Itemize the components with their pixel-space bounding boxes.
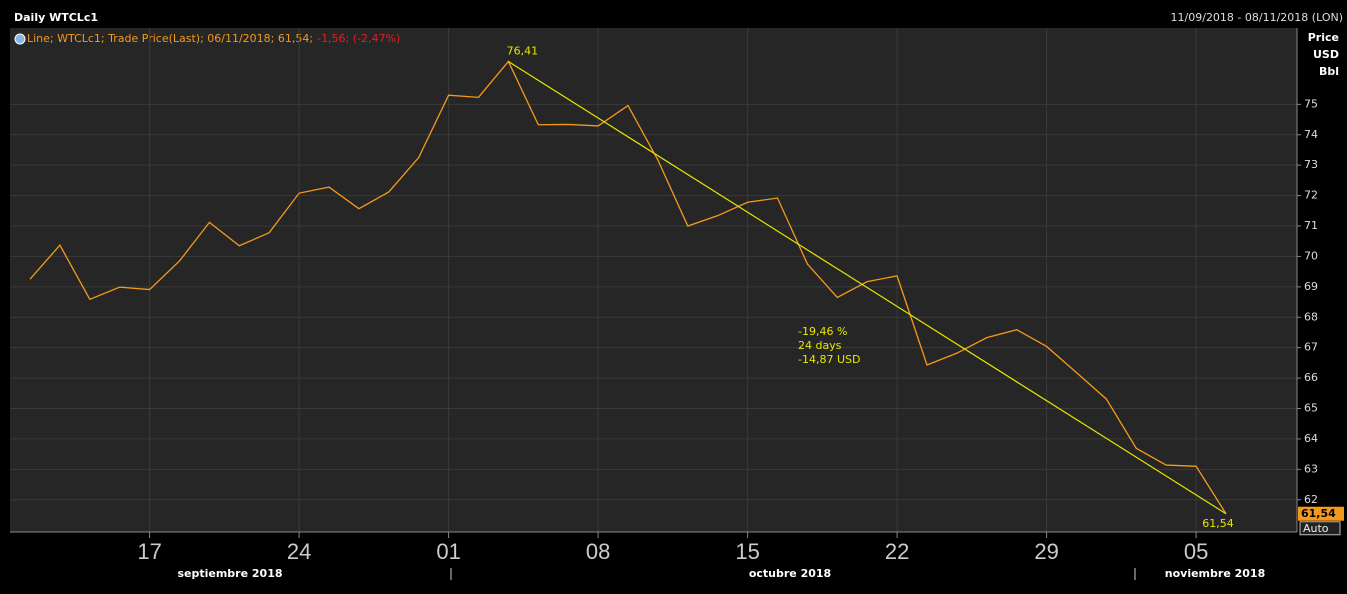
- y-tick-label: 69: [1304, 280, 1318, 293]
- y-tick-label: 67: [1304, 341, 1318, 354]
- x-tick-label: 17: [137, 539, 161, 564]
- trend-label: 76,41: [507, 44, 539, 57]
- y-axis-label: Bbl: [1319, 65, 1339, 78]
- y-tick-label: 65: [1304, 402, 1318, 415]
- trend-stat: 24 days: [798, 339, 842, 352]
- legend-text: Line; WTCLc1; Trade Price(Last); 06/11/2…: [27, 32, 400, 45]
- scale-mode: Auto: [1303, 522, 1329, 535]
- scale-mode-box[interactable]: [1299, 521, 1341, 536]
- trend-stat: -14,87 USD: [798, 353, 860, 366]
- last-value-label: 61,54: [1301, 507, 1336, 520]
- price-line: [29, 60, 1227, 515]
- x-tick-label: 15: [735, 539, 759, 564]
- y-tick-label: 75: [1304, 97, 1318, 110]
- last-value-tag: [1298, 506, 1344, 521]
- y-tick-label: 66: [1304, 371, 1318, 384]
- y-tick-label: 64: [1304, 432, 1318, 445]
- y-tick-label: 63: [1304, 462, 1318, 475]
- month-label: noviembre 2018: [1165, 567, 1265, 580]
- y-tick-label: 71: [1304, 219, 1318, 232]
- month-label: octubre 2018: [749, 567, 831, 580]
- trend-label: 61,54: [1202, 517, 1234, 530]
- y-tick-label: 70: [1304, 249, 1318, 262]
- x-tick-label: 24: [287, 539, 311, 564]
- x-tick-label: 05: [1184, 539, 1208, 564]
- legend-change: -1,56; (-2,47%): [317, 32, 400, 45]
- y-tick-label: 74: [1304, 128, 1318, 141]
- x-tick-label: 08: [586, 539, 610, 564]
- x-tick-label: 29: [1034, 539, 1058, 564]
- legend-label: Line; WTCLc1; Trade Price(Last); 06/11/2…: [27, 32, 313, 45]
- legend-icon[interactable]: [14, 33, 26, 45]
- trend-stat: -19,46 %: [798, 325, 847, 338]
- y-axis-label: USD: [1313, 48, 1339, 61]
- x-tick-label: 01: [436, 539, 460, 564]
- plot-area: [10, 28, 1297, 532]
- y-axis-label: Price: [1308, 31, 1339, 44]
- x-tick-label: 22: [885, 539, 909, 564]
- y-tick-label: 72: [1304, 189, 1318, 202]
- trend-line: [508, 60, 1227, 515]
- chart-title: Daily WTCLc1: [14, 11, 98, 24]
- y-tick-label: 68: [1304, 310, 1318, 323]
- date-range: 11/09/2018 - 08/11/2018 (LON): [1171, 11, 1343, 24]
- y-tick-label: 73: [1304, 158, 1318, 171]
- y-tick-label: 62: [1304, 493, 1318, 506]
- month-label: septiembre 2018: [177, 567, 282, 580]
